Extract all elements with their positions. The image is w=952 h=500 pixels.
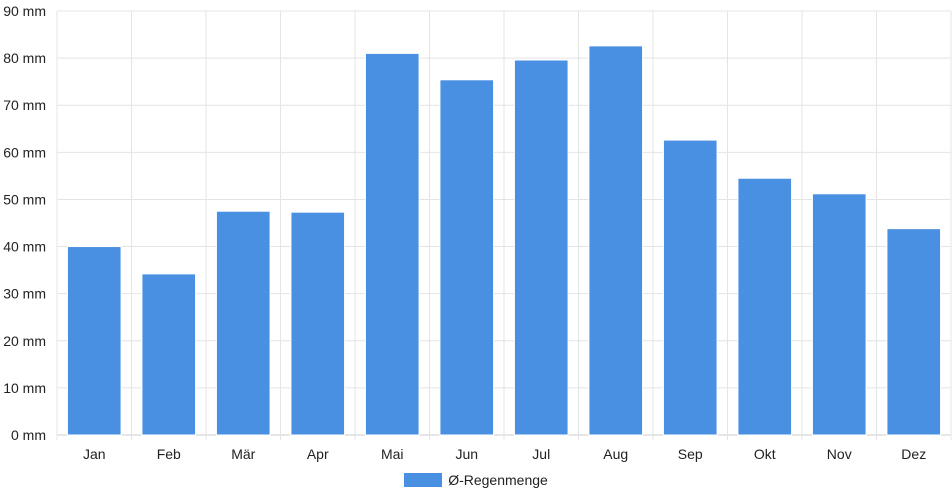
x-tick-label: Jul <box>532 446 550 462</box>
x-tick-label: Jun <box>455 446 478 462</box>
x-tick-label: Nov <box>827 446 852 462</box>
x-tick-label: Mär <box>231 446 255 462</box>
y-tick-label: 10 mm <box>3 380 46 396</box>
chart-plot-area: 0 mm 10 mm 20 mm 30 mm 40 mm 50 mm 60 mm 70 mm 8… <box>3 3 952 462</box>
x-tick-label: Apr <box>307 446 329 462</box>
x-tick-label: Okt <box>754 446 776 462</box>
bar-mär[interactable] <box>215 210 271 436</box>
y-tick-label: 30 mm <box>3 286 46 302</box>
bar-aug[interactable] <box>588 45 644 436</box>
x-tick-label: Feb <box>157 446 181 462</box>
bar-mai[interactable] <box>364 52 420 436</box>
y-tick-label: 40 mm <box>3 239 46 255</box>
bar-sep[interactable] <box>662 139 718 436</box>
bar-jun[interactable] <box>439 79 495 436</box>
y-tick-label: 60 mm <box>3 144 46 160</box>
y-tick-label: 70 mm <box>3 97 46 113</box>
bar-apr[interactable] <box>290 211 346 436</box>
y-tick-label: 90 mm <box>3 3 46 19</box>
bar-jan[interactable] <box>66 246 122 436</box>
x-tick-label: Jan <box>83 446 106 462</box>
x-tick-label: Mai <box>381 446 404 462</box>
bar-jul[interactable] <box>513 59 569 436</box>
y-tick-label: 50 mm <box>3 191 46 207</box>
bar-nov[interactable] <box>811 193 867 436</box>
bar-feb[interactable] <box>141 273 197 436</box>
bar-okt[interactable] <box>737 177 793 436</box>
bar-dez[interactable] <box>886 228 942 436</box>
legend-swatch <box>404 473 443 487</box>
legend-label: Ø-Regenmenge <box>448 472 548 488</box>
x-tick-label: Dez <box>901 446 926 462</box>
x-tick-label: Aug <box>603 446 628 462</box>
chart-legend[interactable]: Ø-Regenmenge <box>0 472 952 488</box>
x-tick-label: Sep <box>678 446 703 462</box>
y-tick-label: 20 mm <box>3 333 46 349</box>
y-tick-label: 80 mm <box>3 50 46 66</box>
y-tick-label: 0 mm <box>11 427 46 443</box>
